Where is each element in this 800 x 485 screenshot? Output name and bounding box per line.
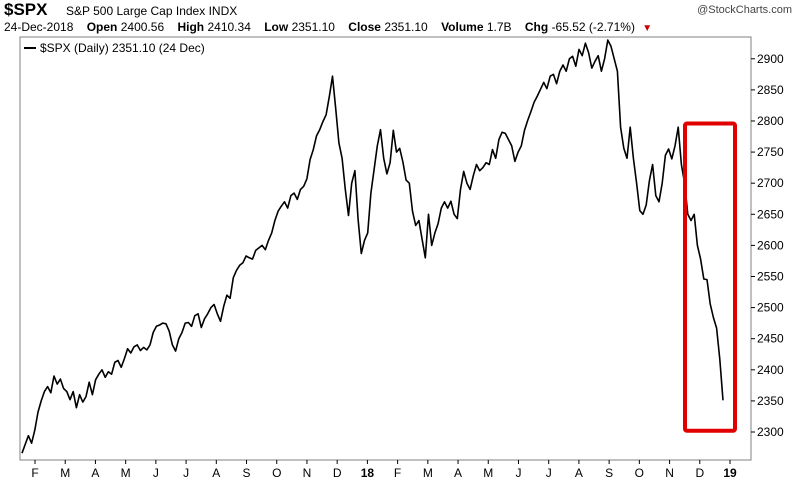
series-group	[21, 39, 724, 454]
y-tick-label: 2900	[757, 52, 784, 66]
x-tick-label: A	[575, 466, 583, 480]
x-tick-label: 18	[361, 466, 375, 480]
y-tick-label: 2350	[757, 394, 784, 408]
x-tick-label: N	[303, 466, 312, 480]
x-tick-label: J	[183, 466, 189, 480]
x-tick-label: S	[243, 466, 251, 480]
x-tick-label: 19	[723, 466, 737, 480]
x-tick-label: D	[333, 466, 342, 480]
x-tick-label: M	[483, 466, 493, 480]
x-tick-label: S	[605, 466, 613, 480]
annotation-group	[683, 121, 737, 433]
ticker-description: S&P 500 Large Cap Index INDX	[66, 4, 237, 18]
x-axis: F M A M J J A S O N D 18 F M A M J J A S O N D 19	[31, 460, 737, 480]
x-tick-label: A	[91, 466, 99, 480]
plot-frame	[19, 36, 752, 461]
ticker-symbol: $SPX	[4, 0, 48, 19]
quote-date: 24-Dec-2018	[4, 20, 74, 34]
y-tick-label: 2750	[757, 145, 784, 159]
x-tick-label: M	[121, 466, 131, 480]
high-value: 2410.34	[207, 20, 251, 34]
y-tick-label: 2600	[757, 238, 784, 252]
x-tick-label: A	[454, 466, 462, 480]
x-tick-label: D	[695, 466, 704, 480]
high-label: High	[177, 20, 205, 34]
change-value: -65.52 (-2.71%)	[551, 20, 635, 34]
ohlc-summary: 24-Dec-2018 Open 2400.56 High 2410.34 Lo…	[4, 20, 652, 34]
x-tick-label: N	[665, 466, 674, 480]
spx-price-line	[21, 39, 724, 454]
low-label: Low	[264, 20, 289, 34]
y-tick-label: 2500	[757, 301, 784, 315]
exchange-code: INDX	[208, 4, 238, 18]
x-tick-label: A	[212, 466, 220, 480]
index-name: S&P 500 Large Cap Index	[66, 4, 206, 18]
volume-value: 1.7B	[486, 20, 512, 34]
selloff-highlight-box	[683, 121, 737, 433]
x-tick-label: J	[515, 466, 521, 480]
x-tick-label: F	[394, 466, 401, 480]
y-axis: 2300 2350 2400 2450 2500 2550 2600 2650 2700 2750…	[751, 52, 784, 439]
volume-label: Volume	[441, 20, 484, 34]
x-tick-label: O	[635, 466, 644, 480]
y-tick-label: 2450	[757, 332, 784, 346]
stockcharts-watermark: @StockCharts.com	[697, 4, 792, 16]
x-tick-label: O	[272, 466, 281, 480]
x-tick-label: M	[60, 466, 70, 480]
y-tick-label: 2800	[757, 114, 784, 128]
open-label: Open	[86, 20, 118, 34]
x-tick-label: J	[153, 466, 159, 480]
down-triangle-icon: ▼	[642, 23, 653, 34]
x-tick-label: F	[31, 466, 38, 480]
x-tick-label: J	[546, 466, 552, 480]
y-tick-label: 2700	[757, 176, 784, 190]
y-tick-label: 2650	[757, 207, 784, 221]
y-tick-label: 2550	[757, 269, 784, 283]
x-tick-label: M	[423, 466, 433, 480]
change-label: Chg	[524, 20, 549, 34]
series-legend: $SPX (Daily) 2351.10 (24 Dec)	[40, 41, 205, 55]
close-value: 2351.10	[384, 20, 428, 34]
chart-header: $SPX S&P 500 Large Cap Index INDX @Stock…	[4, 0, 796, 36]
low-value: 2351.10	[291, 20, 335, 34]
close-label: Close	[348, 20, 381, 34]
y-tick-label: 2850	[757, 83, 784, 97]
open-value: 2400.56	[120, 20, 165, 34]
y-tick-label: 2400	[757, 363, 784, 377]
y-tick-label: 2300	[757, 425, 784, 439]
